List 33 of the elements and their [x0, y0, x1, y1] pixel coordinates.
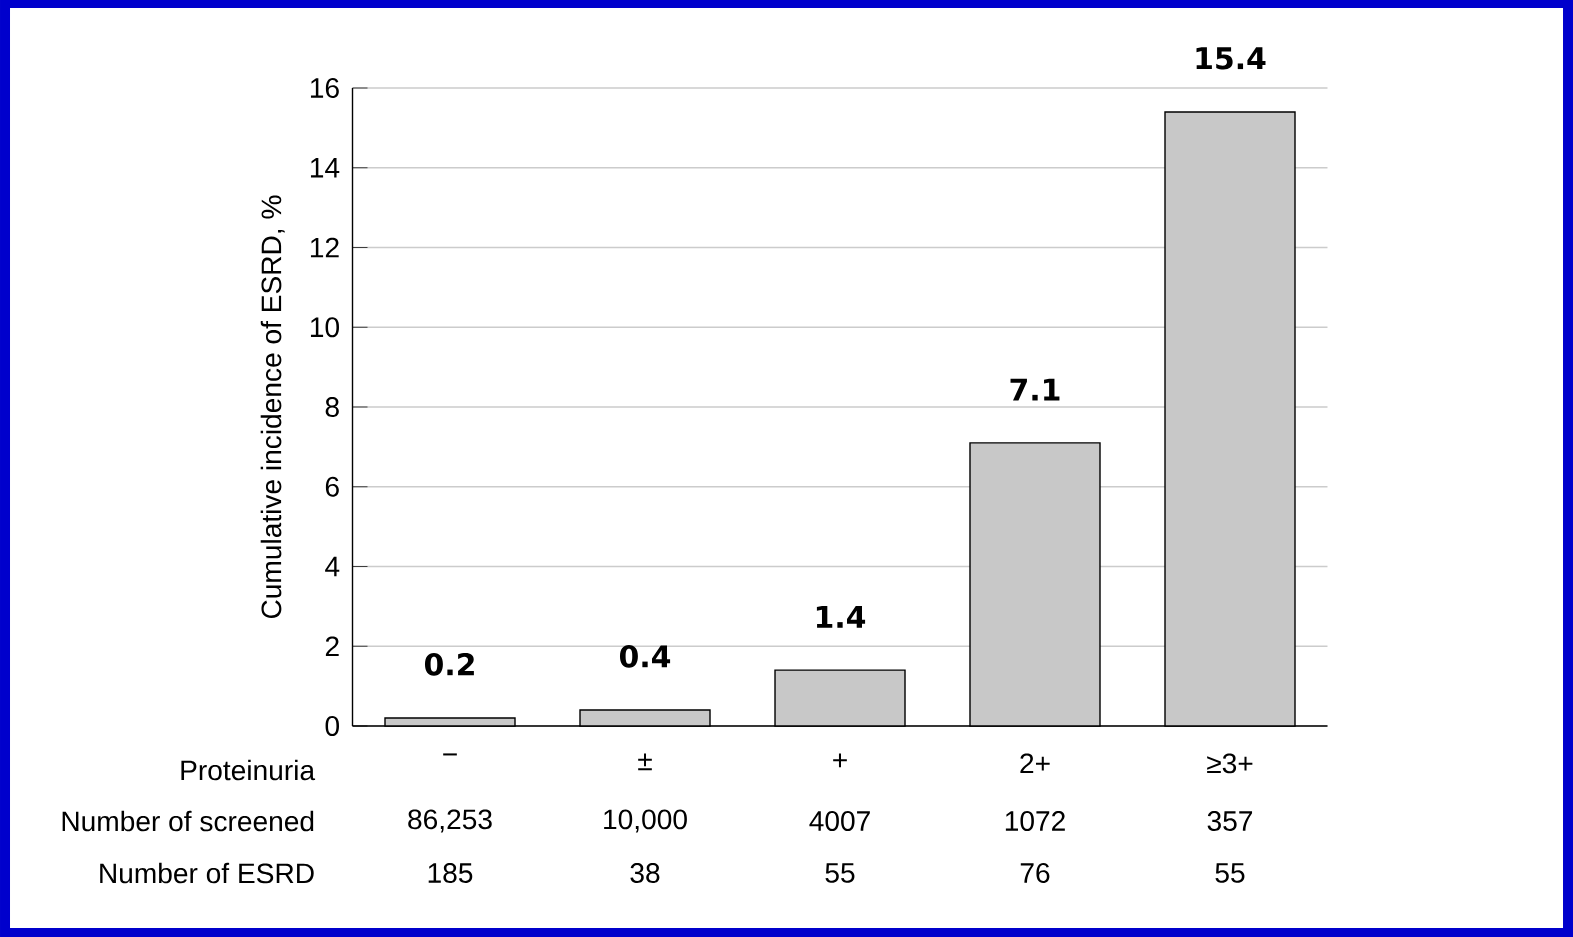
- text: 10,000: [604, 809, 687, 833]
- text: 4007: [809, 811, 870, 831]
- data-label: 1.4: [816, 605, 866, 628]
- text: 38: [630, 863, 660, 883]
- y-tick-label: 16: [310, 78, 339, 98]
- y-tick-label: 8: [325, 397, 339, 417]
- text: 76: [1020, 863, 1050, 883]
- text: Number of ESRD: [100, 862, 314, 884]
- y-tick-label: 10: [310, 317, 339, 338]
- x-tick-label: 2+: [1020, 753, 1050, 774]
- text: 185: [428, 863, 473, 883]
- text: Number of screened: [62, 810, 314, 832]
- data-label: 0.2: [424, 653, 474, 676]
- y-tick-label: 4: [325, 556, 340, 577]
- text: 357: [1207, 811, 1253, 831]
- y-tick-label: 12: [310, 237, 339, 258]
- data-label: 0.4: [619, 645, 671, 668]
- data-label: 15.4: [1196, 47, 1266, 70]
- text: 55: [825, 863, 855, 883]
- x-tick-label: ±: [638, 753, 652, 771]
- y-tick-label: 2: [325, 636, 339, 657]
- x-tick-label: −: [443, 753, 457, 756]
- x-axis-title: Proteinuria: [181, 759, 316, 781]
- y-axis-title: Cumulative incidence of ESRD, %: [260, 195, 285, 619]
- text: 86,253: [408, 809, 492, 833]
- y-tick-label: 6: [325, 476, 339, 497]
- text: 55: [1215, 863, 1245, 883]
- text: 1072: [1005, 811, 1065, 831]
- y-tick-label: 14: [310, 158, 340, 178]
- data-label: 7.1: [1010, 378, 1060, 401]
- x-tick-label: ≥3+: [1207, 753, 1253, 774]
- x-tick-label: +: [833, 753, 847, 768]
- y-tick-label: 0: [325, 716, 340, 736]
